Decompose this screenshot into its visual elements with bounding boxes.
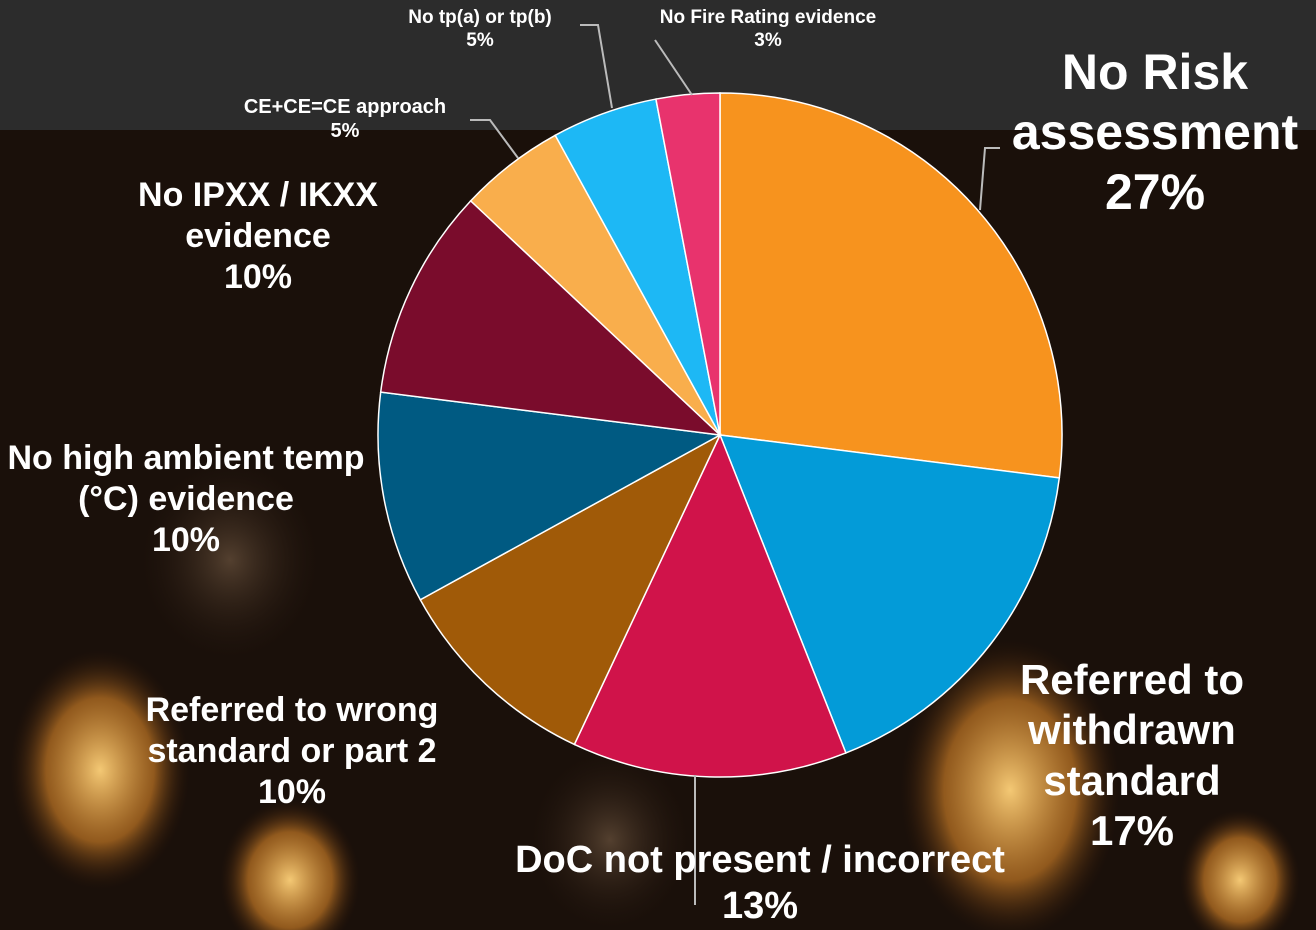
slice-name: Referred to withdrawn standard xyxy=(1019,656,1245,804)
slice-percent: 5% xyxy=(330,120,360,142)
slice-percent: 27% xyxy=(1104,164,1206,220)
slice-name: Referred to wrong standard or part 2 xyxy=(145,691,439,770)
bokeh xyxy=(530,750,690,930)
slice-percent: 10% xyxy=(223,257,293,296)
slice-name: No high ambient temp (°C) evidence xyxy=(7,439,365,518)
slice-percent: 3% xyxy=(754,29,782,51)
pie-slice xyxy=(377,391,723,601)
leader-line xyxy=(979,147,1000,211)
slice-name: No tp(a) or tp(b) xyxy=(408,7,552,28)
slice-name: No IPXX / IKXX evidence xyxy=(138,176,378,255)
pie-slice xyxy=(719,92,1063,479)
slice-name: DoC not present / incorrect xyxy=(515,839,1005,881)
slice-name: CE+CE=CE approach xyxy=(243,96,447,118)
slice-label: Referred to withdrawn standard 17% xyxy=(982,655,1282,857)
slice-label: CE+CE=CE approach 5% xyxy=(195,95,495,143)
bokeh xyxy=(140,460,320,660)
slice-percent: 13% xyxy=(721,884,799,927)
bokeh xyxy=(220,800,360,930)
pie-slice xyxy=(573,433,847,778)
bokeh xyxy=(900,640,1120,930)
pie-slice xyxy=(379,199,723,437)
pie-slice xyxy=(655,92,721,436)
leader-line xyxy=(470,119,519,159)
slice-label: No IPXX / IKXX evidence 10% xyxy=(108,175,408,297)
slice-percent: 10% xyxy=(151,520,221,559)
pie-slice xyxy=(419,433,722,746)
pie xyxy=(377,92,1063,778)
slice-label: Referred to wrong standard or part 2 10% xyxy=(112,690,472,812)
leader-line xyxy=(654,39,693,96)
slice-percent: 10% xyxy=(257,772,327,811)
slice-label: No Fire Rating evidence 3% xyxy=(618,7,918,53)
slice-name: No Fire Rating evidence xyxy=(659,7,877,28)
bokeh xyxy=(10,650,190,890)
pie-slice xyxy=(718,434,1061,754)
bokeh xyxy=(1180,810,1300,930)
slice-label: No tp(a) or tp(b) 5% xyxy=(370,7,590,53)
slice-percent: 17% xyxy=(1089,807,1175,855)
leader-line xyxy=(580,24,613,109)
slice-label: DoC not present / incorrect 13% xyxy=(450,838,1070,929)
slice-label: No Risk assessment 27% xyxy=(995,42,1315,222)
slice-percent: 5% xyxy=(466,29,494,51)
slice-name: No Risk assessment xyxy=(1011,44,1299,160)
leader-lines xyxy=(470,24,1000,905)
slice-label: No high ambient temp (°C) evidence 10% xyxy=(0,438,376,560)
